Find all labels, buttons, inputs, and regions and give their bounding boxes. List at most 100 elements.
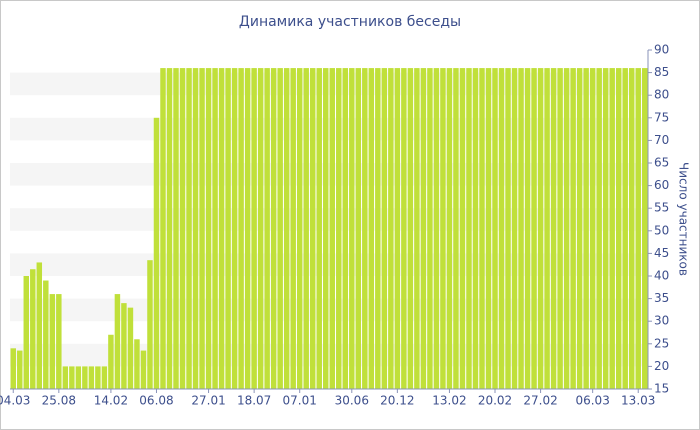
bar [134, 339, 140, 389]
y-tick-label: 65 [654, 156, 669, 170]
bar [36, 262, 43, 389]
x-tick-label: 04.03 [0, 394, 30, 408]
bar [186, 68, 192, 389]
bar [82, 366, 88, 389]
bar [407, 68, 414, 389]
bar [329, 68, 335, 389]
bar [316, 68, 322, 389]
bar [362, 68, 368, 389]
y-tick-label: 15 [654, 382, 669, 396]
bar [56, 294, 62, 389]
bar [290, 68, 296, 389]
bar [179, 68, 186, 389]
bar [505, 68, 511, 389]
bar [570, 68, 576, 389]
y-tick-label: 75 [654, 110, 669, 124]
bar [550, 68, 557, 389]
bar [446, 68, 453, 389]
y-axis-label: Число участников [677, 162, 691, 276]
y-tick-label: 20 [654, 359, 669, 373]
y-tick-label: 90 [654, 43, 669, 57]
bar [635, 68, 641, 389]
x-tick-label: 07.01 [283, 394, 317, 408]
bar [342, 68, 349, 389]
bar [166, 68, 173, 389]
bar [277, 68, 283, 389]
x-tick-label: 06.08 [139, 394, 173, 408]
bar [492, 68, 498, 389]
bar [401, 68, 407, 389]
bar [466, 68, 472, 389]
bar [270, 68, 277, 389]
x-tick-label: 18.07 [237, 394, 271, 408]
bar [394, 68, 401, 389]
x-tick-label: 13.03 [621, 394, 655, 408]
y-tick-label: 30 [654, 314, 669, 328]
bar [531, 68, 537, 389]
y-tick-label: 55 [654, 201, 669, 215]
bar [609, 68, 615, 389]
bar [323, 68, 329, 389]
bar [238, 68, 244, 389]
bar [557, 68, 563, 389]
x-tick-label: 20.12 [380, 394, 414, 408]
bar [433, 68, 440, 389]
bar [309, 68, 316, 389]
bar [368, 68, 375, 389]
bar [485, 68, 492, 389]
bar [589, 68, 596, 389]
bar [537, 68, 544, 389]
bar [381, 68, 388, 389]
y-tick-label: 60 [654, 178, 669, 192]
bar [49, 294, 56, 389]
x-tick-label: 20.02 [478, 394, 512, 408]
bar [69, 366, 75, 389]
bar [225, 68, 231, 389]
bar [518, 68, 524, 389]
bar [17, 350, 23, 389]
bar [264, 68, 270, 389]
bar [62, 366, 69, 389]
bar [218, 68, 225, 389]
chart-title: Динамика участников беседы [239, 14, 461, 30]
bar [101, 366, 108, 389]
bar [414, 68, 420, 389]
bar [479, 68, 485, 389]
x-tick-label: 06.03 [575, 394, 609, 408]
bar [498, 68, 505, 389]
bar [199, 68, 205, 389]
bar [147, 260, 153, 389]
bar [303, 68, 309, 389]
bar [88, 366, 95, 389]
bar [231, 68, 238, 389]
y-tick-label: 50 [654, 223, 669, 237]
x-tick-label: 13.02 [432, 394, 466, 408]
bar [453, 68, 459, 389]
bar [576, 68, 583, 389]
bar [153, 117, 160, 390]
bar [336, 68, 342, 389]
bar [95, 366, 101, 389]
bar [75, 366, 82, 389]
bar [296, 68, 303, 389]
bar [192, 68, 199, 389]
y-tick-label: 45 [654, 246, 669, 260]
bar [388, 68, 394, 389]
bar [459, 68, 466, 389]
x-tick-label: 14.02 [94, 394, 128, 408]
x-tick-label: 27.02 [523, 394, 557, 408]
bar [108, 334, 114, 389]
bar [628, 68, 635, 389]
y-tick-label: 40 [654, 269, 669, 283]
bar [212, 68, 218, 389]
bar [472, 68, 479, 389]
bar [622, 68, 628, 389]
x-tick-label: 30.06 [335, 394, 369, 408]
bar [244, 68, 251, 389]
bar [173, 68, 179, 389]
x-tick-label: 27.01 [191, 394, 225, 408]
bar [349, 68, 355, 389]
bar [251, 68, 257, 389]
